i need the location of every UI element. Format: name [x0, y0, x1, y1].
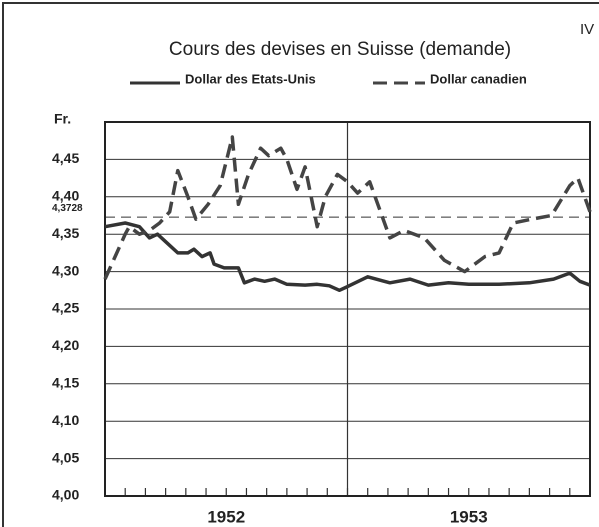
y-tick-label: 4,45	[52, 150, 79, 166]
y-tick-label: 4,05	[52, 449, 79, 465]
y-tick-label: 4,15	[52, 375, 79, 391]
y-axis-label: Fr.	[54, 111, 71, 127]
y-tick-label: 4,40	[52, 188, 79, 204]
series-line	[103, 135, 592, 280]
x-year-label: 1952	[207, 507, 245, 526]
x-year-label: 1953	[450, 507, 488, 526]
legend-label: Dollar des Etats-Unis	[185, 71, 316, 86]
y-tick-label: 4,35	[52, 225, 79, 241]
series-line	[104, 221, 591, 293]
y-tick-label: 4,30	[52, 262, 79, 278]
plot-frame	[104, 121, 591, 497]
chart-title: Cours des devises en Suisse (demande)	[169, 39, 511, 60]
y-tick-label: 4,00	[52, 487, 79, 503]
corner-label: IV	[580, 21, 594, 38]
legend-label: Dollar canadien	[430, 71, 527, 86]
y-tick-label: 4,10	[52, 412, 79, 428]
reference-label: 4,3728	[52, 203, 83, 214]
y-tick-label: 4,20	[52, 337, 79, 353]
y-tick-label: 4,25	[52, 300, 79, 316]
